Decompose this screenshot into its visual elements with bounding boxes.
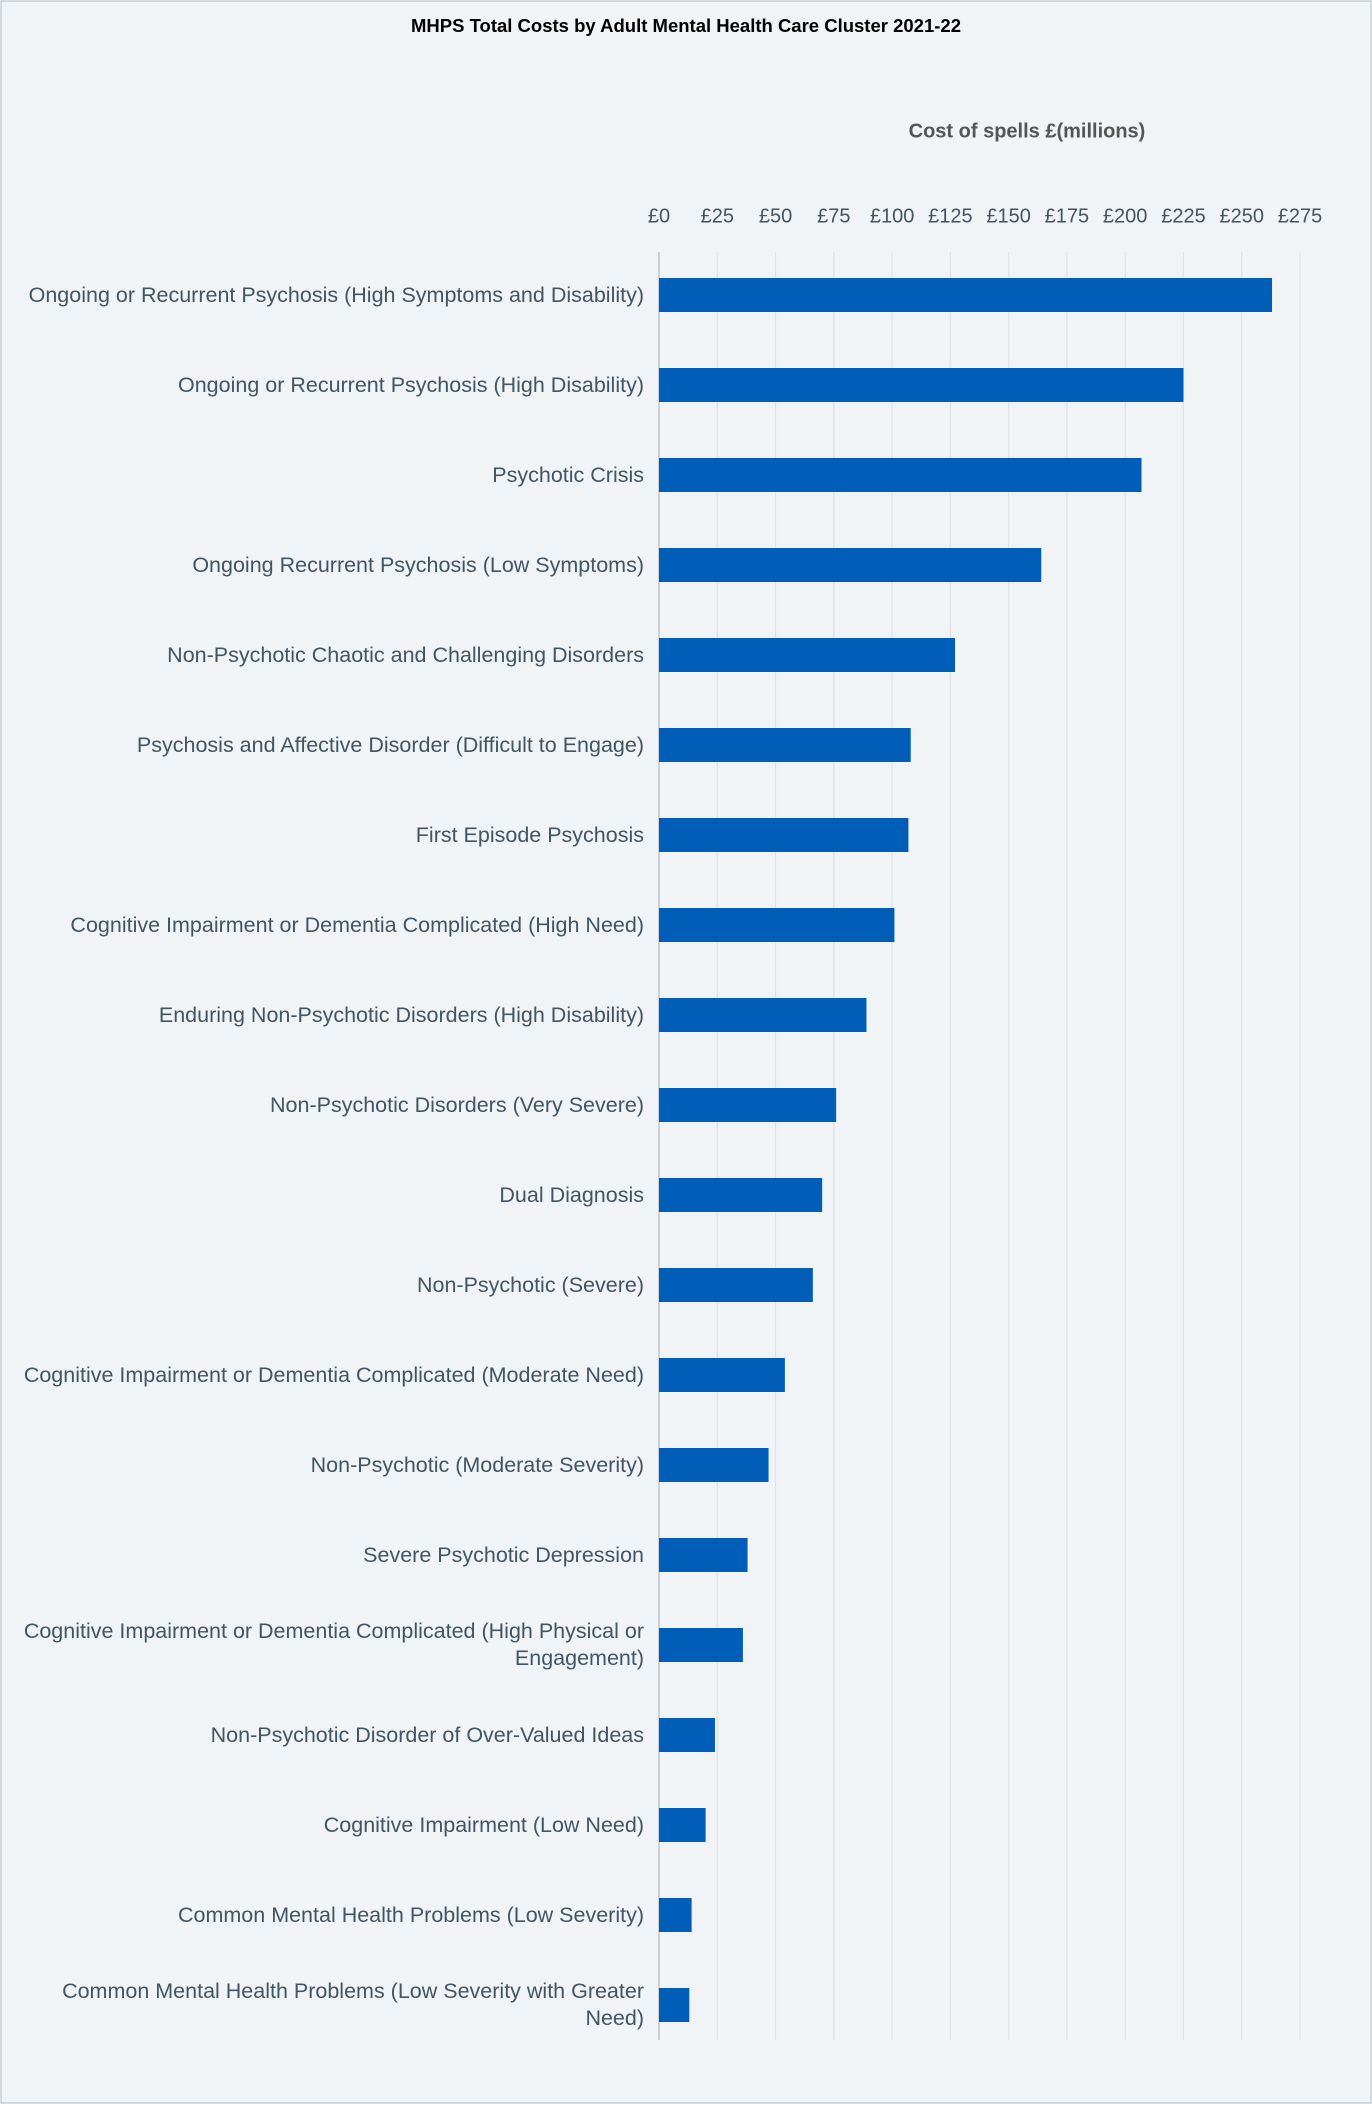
bar	[659, 728, 911, 762]
x-tick-label: £125	[928, 205, 973, 227]
y-tick-label: Ongoing or Recurrent Psychosis (High Sym…	[28, 282, 644, 307]
x-tick-label: £100	[870, 205, 915, 227]
y-tick-label: Non-Psychotic (Severe)	[416, 1272, 644, 1297]
y-tick-label: Severe Psychotic Depression	[363, 1542, 644, 1567]
bar	[659, 1178, 823, 1212]
axis-title: Cost of spells £(millions)	[909, 120, 1146, 142]
bar	[659, 368, 1184, 402]
bar	[659, 278, 1273, 312]
x-tick-label: £175	[1045, 205, 1090, 227]
x-tick-label: £250	[1219, 205, 1264, 227]
bar	[659, 908, 895, 942]
y-tick-label: Common Mental Health Problems (Low Sever…	[62, 1979, 644, 2030]
bar	[659, 1988, 690, 2022]
bar	[659, 548, 1042, 582]
bar	[659, 458, 1142, 492]
y-tick-label: Non-Psychotic Chaotic and Challenging Di…	[167, 642, 644, 667]
y-tick-label: Ongoing or Recurrent Psychosis (High Dis…	[177, 372, 644, 397]
y-tick-label: Cognitive Impairment or Dementia Complic…	[23, 1619, 644, 1670]
bar	[659, 1088, 837, 1122]
x-tick-label: £275	[1278, 205, 1323, 227]
bar	[659, 1628, 743, 1662]
x-tick-label: £150	[986, 205, 1031, 227]
bar	[659, 638, 956, 672]
bar	[659, 1898, 692, 1932]
y-tick-label: Non-Psychotic Disorders (Very Severe)	[270, 1092, 644, 1117]
bar	[659, 1808, 706, 1842]
y-tick-label: Dual Diagnosis	[499, 1182, 644, 1207]
y-tick-label: Common Mental Health Problems (Low Sever…	[178, 1902, 644, 1927]
y-tick-label: Non-Psychotic (Moderate Severity)	[310, 1452, 644, 1477]
y-tick-label: Cognitive Impairment (Low Need)	[323, 1812, 644, 1837]
y-tick-label: First Episode Psychosis	[415, 822, 644, 847]
bar	[659, 998, 867, 1032]
bar	[659, 1538, 748, 1572]
y-tick-label: Ongoing Recurrent Psychosis (Low Symptom…	[192, 552, 644, 577]
y-tick-label: Non-Psychotic Disorder of Over-Valued Id…	[210, 1722, 644, 1747]
bar	[659, 1448, 769, 1482]
x-tick-label: £0	[648, 205, 670, 227]
x-tick-label: £25	[701, 205, 734, 227]
y-tick-label: Enduring Non-Psychotic Disorders (High D…	[158, 1002, 644, 1027]
y-tick-label: Psychosis and Affective Disorder (Diffic…	[136, 732, 644, 757]
x-tick-label: £75	[817, 205, 850, 227]
chart-title: MHPS Total Costs by Adult Mental Health …	[411, 15, 961, 36]
bar	[659, 1718, 715, 1752]
x-tick-label: £50	[759, 205, 792, 227]
y-tick-label: Psychotic Crisis	[492, 462, 644, 487]
bar	[659, 1268, 813, 1302]
bar	[659, 818, 909, 852]
y-tick-label: Cognitive Impairment or Dementia Complic…	[70, 912, 644, 937]
x-tick-label: £200	[1103, 205, 1148, 227]
y-tick-label: Cognitive Impairment or Dementia Complic…	[23, 1362, 644, 1387]
x-tick-label: £225	[1161, 205, 1206, 227]
bar	[659, 1358, 785, 1392]
